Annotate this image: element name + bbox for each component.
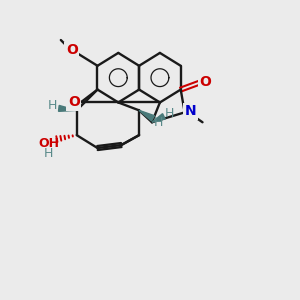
Text: O: O [200, 75, 211, 88]
Polygon shape [152, 114, 165, 122]
Text: H: H [48, 99, 58, 112]
Text: H: H [43, 148, 52, 160]
Text: N: N [185, 104, 197, 118]
Polygon shape [58, 105, 77, 111]
Text: O: O [66, 43, 78, 57]
Text: H: H [154, 116, 164, 129]
Text: N: N [185, 104, 197, 118]
Text: H: H [165, 107, 175, 120]
Text: O: O [68, 95, 80, 110]
Polygon shape [139, 110, 154, 121]
Text: O: O [66, 43, 78, 57]
Text: OH: OH [38, 136, 59, 150]
Text: O: O [200, 75, 211, 88]
Text: O: O [68, 95, 80, 110]
